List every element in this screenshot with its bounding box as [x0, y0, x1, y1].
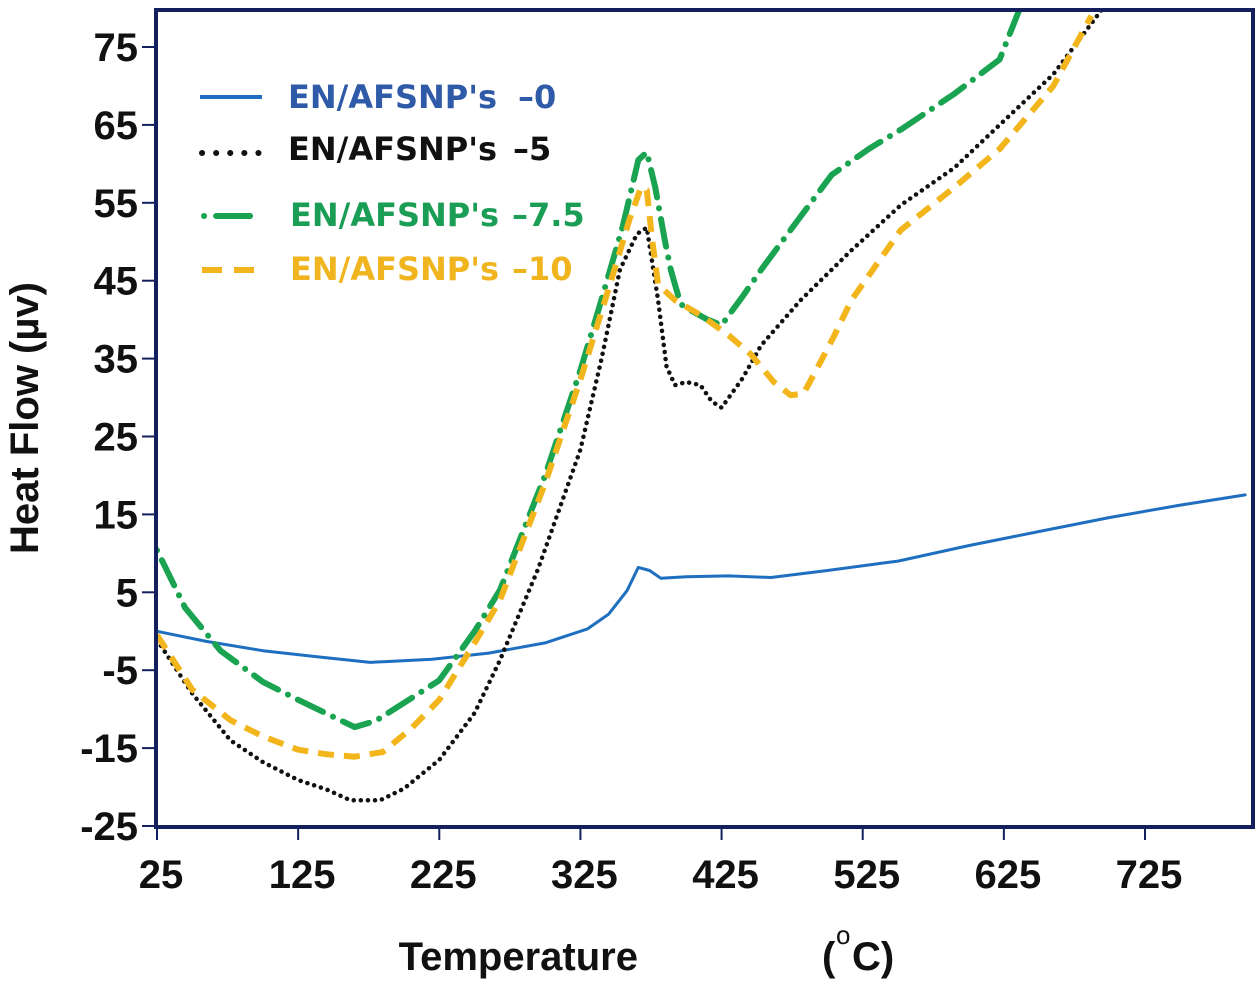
- x-axis-unit-celsius: C): [852, 935, 894, 979]
- y-tick-label: 55: [94, 182, 139, 226]
- legend-suffix-2: –7.5: [512, 196, 585, 234]
- y-tick-label: 35: [94, 338, 139, 382]
- legend-suffix-1: –5: [513, 130, 551, 168]
- x-axis-unit-open-paren: (: [822, 935, 836, 979]
- y-tick-label: 15: [94, 493, 139, 537]
- x-tick-label: 525: [833, 853, 900, 897]
- y-tick-label: 45: [94, 260, 139, 304]
- x-tick-label: 325: [551, 853, 618, 897]
- x-tick-label: 25: [139, 853, 184, 897]
- x-tick-label: 425: [692, 853, 759, 897]
- y-tick-label: -5: [102, 649, 138, 693]
- legend: EN/AFSNP's –0 EN/AFSNP's –5 EN/AFSNP's –…: [199, 78, 585, 288]
- x-axis-label: Temperature ( o C): [399, 920, 895, 979]
- legend-item: EN/AFSNP's –10: [202, 250, 573, 288]
- legend-item: EN/AFSNP's –7.5: [201, 196, 585, 234]
- plot-background: [156, 10, 1253, 827]
- legend-item: EN/AFSNP's –0: [200, 78, 556, 116]
- y-tick-label: -25: [80, 805, 138, 849]
- legend-suffix-0: –0: [518, 78, 556, 116]
- x-axis-unit-degree: o: [836, 920, 850, 950]
- legend-label-2: EN/AFSNP's: [290, 196, 499, 234]
- y-tick-label: 65: [94, 104, 139, 148]
- x-tick-label: 725: [1116, 853, 1183, 897]
- series-layer: [158, 12, 1247, 803]
- legend-label-1: EN/AFSNP's: [288, 130, 497, 168]
- legend-label-3: EN/AFSNP's: [290, 250, 499, 288]
- plot-frame: [154, 8, 1255, 829]
- x-axis-ticks: 25 125 225 325 425 525 625 725: [139, 827, 1183, 897]
- x-axis-label-text: Temperature: [399, 935, 638, 979]
- y-tick-label: 75: [94, 26, 139, 70]
- y-axis-ticks: 75 65 55 45 35 25 15 5 -5 -15 -25: [80, 26, 156, 849]
- legend-suffix-3: –10: [512, 250, 573, 288]
- x-tick-label: 625: [974, 853, 1041, 897]
- y-tick-label: 25: [94, 416, 139, 460]
- legend-item: EN/AFSNP's –5: [199, 130, 551, 168]
- series-line-dashdot: [158, 12, 1022, 731]
- legend-label-0: EN/AFSNP's: [288, 78, 497, 116]
- series-line-dotted: [158, 12, 1103, 803]
- x-tick-label: 225: [410, 853, 477, 897]
- y-tick-label: -15: [80, 727, 138, 771]
- y-axis-label: Heat Flow (µv): [3, 282, 47, 554]
- y-tick-label: 5: [116, 571, 138, 615]
- x-tick-label: 125: [269, 853, 336, 897]
- series-line-dashed: [158, 14, 1095, 760]
- series-line-solid: [158, 493, 1247, 664]
